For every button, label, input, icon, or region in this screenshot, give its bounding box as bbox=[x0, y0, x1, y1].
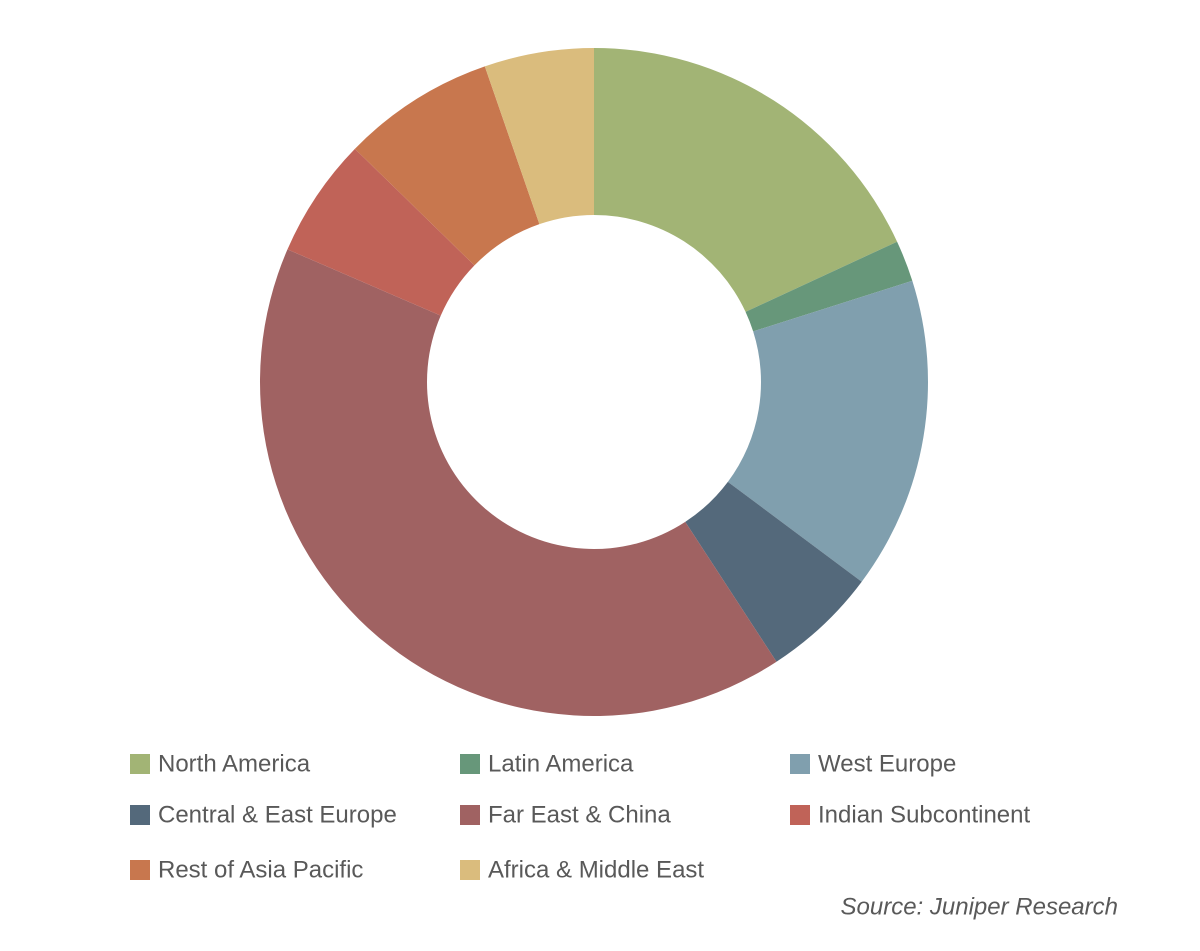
source-note: Source: Juniper Research bbox=[841, 893, 1118, 920]
donut-slice bbox=[354, 66, 540, 266]
donut-slice bbox=[259, 249, 777, 717]
legend-label: North America bbox=[158, 750, 311, 777]
donut-slice bbox=[594, 48, 898, 312]
legend-swatch bbox=[790, 805, 810, 825]
legend-label: Rest of Asia Pacific bbox=[158, 856, 363, 883]
donut-slice bbox=[745, 241, 913, 332]
legend-swatch bbox=[460, 805, 480, 825]
legend-label: Central & East Europe bbox=[158, 801, 397, 828]
donut-slice bbox=[685, 481, 862, 662]
legend-label: Africa & Middle East bbox=[488, 856, 704, 883]
legend-label: Latin America bbox=[488, 750, 634, 777]
legend-swatch bbox=[130, 860, 150, 880]
donut-slice bbox=[287, 148, 475, 316]
donut-slice bbox=[484, 48, 594, 225]
legend-swatch bbox=[460, 754, 480, 774]
legend-swatch bbox=[460, 860, 480, 880]
legend-swatch bbox=[790, 754, 810, 774]
donut-slice bbox=[727, 280, 929, 582]
legend-swatch bbox=[130, 754, 150, 774]
legend-swatch bbox=[130, 805, 150, 825]
legend-label: Indian Subcontinent bbox=[818, 801, 1031, 828]
legend-label: Far East & China bbox=[488, 801, 671, 828]
legend-label: West Europe bbox=[818, 750, 956, 777]
